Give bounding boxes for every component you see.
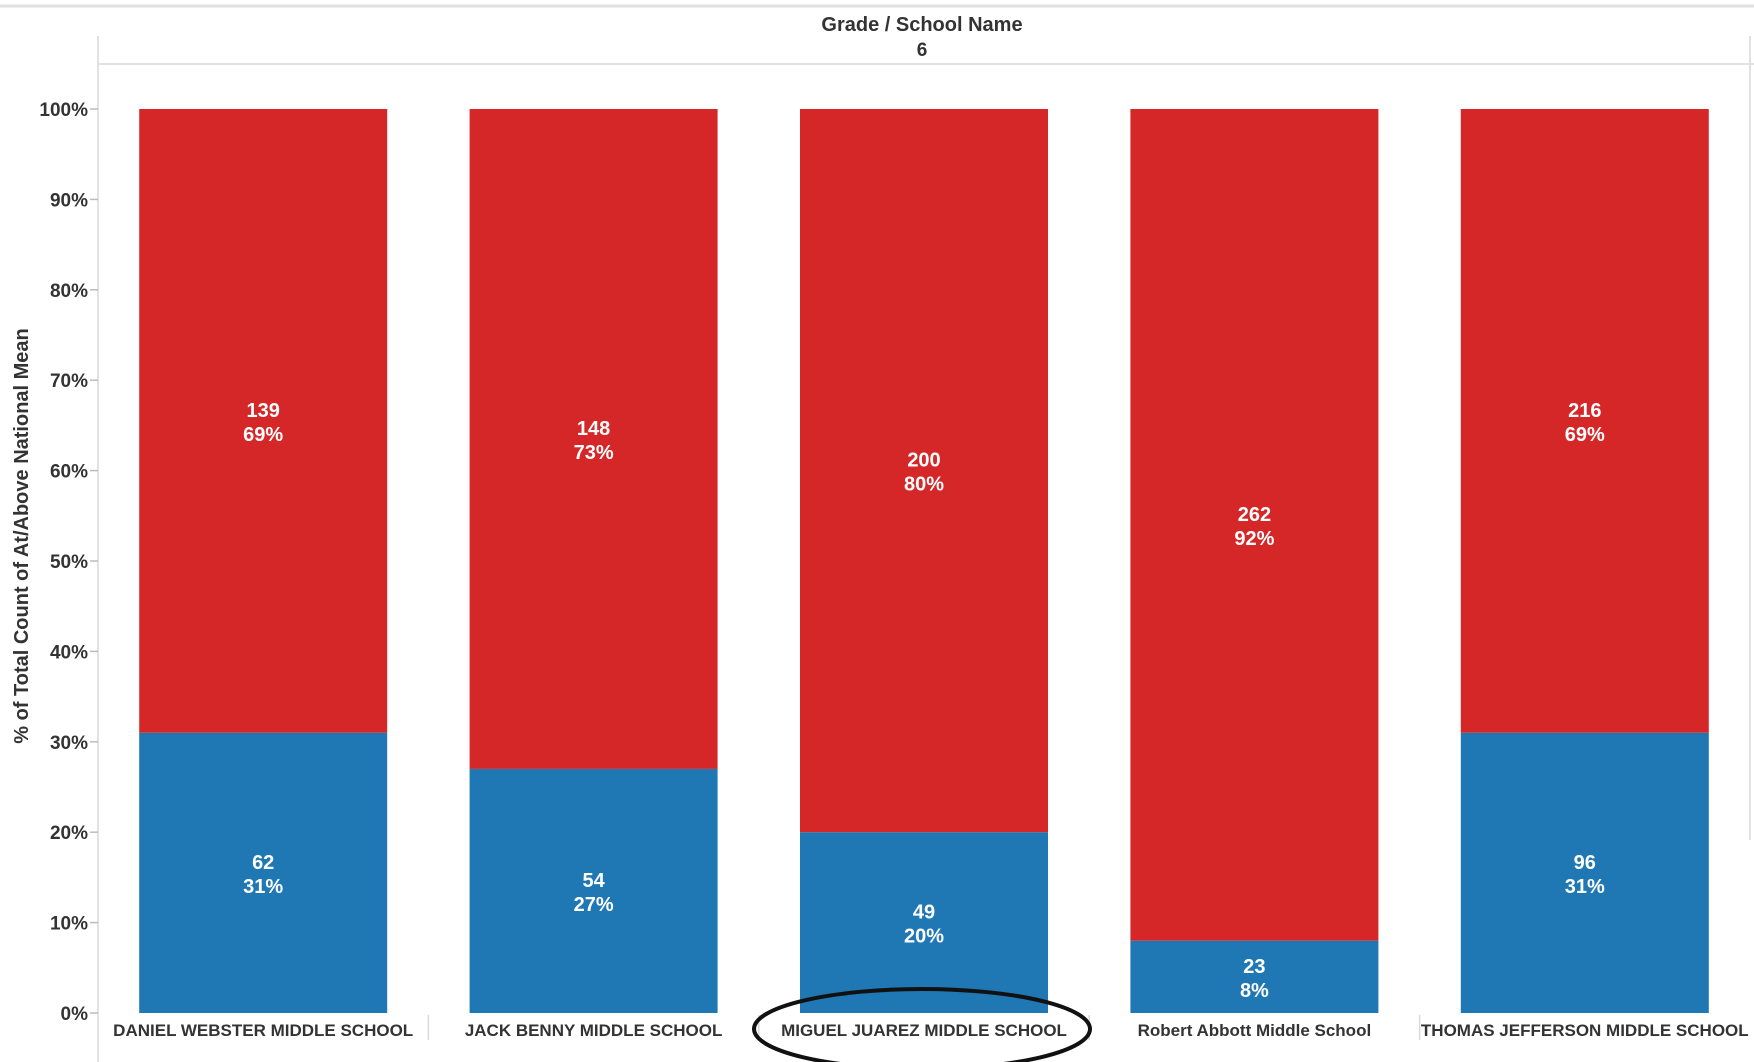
highlight-ellipse xyxy=(752,987,1092,1062)
x-tick-label: Robert Abbott Middle School xyxy=(1138,1021,1372,1040)
x-tick-label: JACK BENNY MIDDLE SCHOOL xyxy=(465,1021,723,1040)
bar-segment-blue xyxy=(139,732,388,1013)
bar-segment-blue xyxy=(1460,732,1709,1013)
y-tick-label: 50% xyxy=(50,552,88,573)
bar-count-label: 96 xyxy=(1574,852,1596,874)
y-tick-label: 30% xyxy=(50,733,88,754)
bar-count-label: 262 xyxy=(1238,504,1271,526)
x-tick-label: DANIEL WEBSTER MIDDLE SCHOOL xyxy=(113,1021,413,1040)
bar-segment-red xyxy=(469,109,718,769)
y-tick-label: 40% xyxy=(50,642,88,663)
bar-segment-blue xyxy=(469,768,718,1013)
bar-percent-label: 92% xyxy=(1234,528,1274,550)
y-tick-label: 100% xyxy=(39,100,88,121)
bar-count-label: 200 xyxy=(907,450,940,472)
bar-percent-label: 31% xyxy=(243,876,283,898)
bar-percent-label: 31% xyxy=(1565,876,1605,898)
bar-percent-label: 8% xyxy=(1240,980,1269,1002)
bar-count-label: 216 xyxy=(1568,400,1601,422)
bar-percent-label: 20% xyxy=(904,926,944,948)
y-tick-label: 0% xyxy=(61,1004,89,1025)
bar-count-label: 49 xyxy=(913,902,935,924)
chart-subtitle: 6 xyxy=(917,40,928,61)
x-tick-label: THOMAS JEFFERSON MIDDLE SCHOOL xyxy=(1421,1021,1749,1040)
y-tick-label: 20% xyxy=(50,823,88,844)
bar-percent-label: 69% xyxy=(243,424,283,446)
bar-segment-blue xyxy=(800,832,1048,1013)
y-tick-label: 60% xyxy=(50,462,88,483)
bar-segment-red xyxy=(1460,109,1709,733)
bar-count-label: 62 xyxy=(252,852,274,874)
bar-count-label: 54 xyxy=(582,870,605,892)
bar-percent-label: 80% xyxy=(904,474,944,496)
x-axis-ticks: DANIEL WEBSTER MIDDLE SCHOOL JACK BENNY M… xyxy=(113,1015,1749,1040)
bar-segment-red xyxy=(800,109,1048,833)
chart-title: Grade / School Name xyxy=(821,14,1022,36)
y-tick-label: 70% xyxy=(50,371,88,392)
bar-segment-blue xyxy=(1130,940,1379,1013)
bar-percent-label: 27% xyxy=(574,894,614,916)
bars-group: 6231%13969%5427%14873%4920%20080%238%262… xyxy=(139,109,1709,1013)
y-tick-label: 10% xyxy=(50,914,88,935)
bar-count-label: 148 xyxy=(577,418,610,440)
bar-percent-label: 69% xyxy=(1565,424,1605,446)
bar-segment-red xyxy=(1130,109,1379,941)
y-tick-label: 80% xyxy=(50,281,88,302)
bar-segment-red xyxy=(139,109,388,733)
bar-count-label: 139 xyxy=(247,400,280,422)
y-tick-label: 90% xyxy=(50,190,88,211)
bar-count-label: 23 xyxy=(1243,956,1265,978)
y-axis-ticks: 0% 10% 20% 30% 40% 50% 60% 70% 80% 90% 100% xyxy=(39,100,98,1025)
y-axis-label: % of Total Count of At/Above National Me… xyxy=(11,328,33,744)
x-tick-label: MIGUEL JUAREZ MIDDLE SCHOOL xyxy=(781,1021,1067,1040)
bar-percent-label: 73% xyxy=(574,442,614,464)
